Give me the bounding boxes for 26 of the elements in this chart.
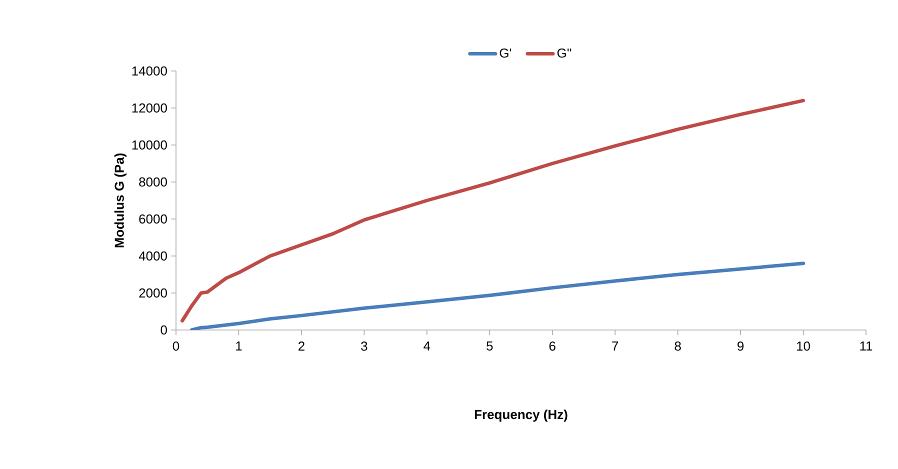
- y-axis-title: Modulus G (Pa): [114, 153, 126, 248]
- y-tick-label: 8000: [139, 177, 167, 187]
- y-tick-label: 2000: [139, 288, 167, 298]
- x-tick-label: 2: [298, 342, 304, 351]
- x-tick-label: 5: [486, 342, 493, 351]
- y-tick-label: 14000: [132, 66, 167, 76]
- y-tick-label: 10000: [132, 140, 167, 150]
- x-tick-label: 8: [674, 342, 681, 351]
- x-tick-label: 1: [236, 342, 242, 350]
- x-tick-label: 0: [172, 342, 180, 351]
- x-tick-label: 11: [860, 342, 872, 350]
- y-tick-label: 6000: [139, 214, 167, 224]
- x-tick-label: 9: [738, 342, 744, 351]
- x-tick-label: 6: [549, 342, 556, 351]
- y-tick-label: 4000: [138, 251, 167, 261]
- legend-label: G': [500, 48, 512, 58]
- x-tick-label: 7: [612, 342, 618, 350]
- x-tick-label: 3: [361, 342, 368, 351]
- line-series: [190, 262, 806, 330]
- x-tick-label: 4: [424, 342, 430, 350]
- line-series: [180, 98, 806, 322]
- legend-label: G'': [557, 48, 572, 58]
- y-tick-label: 0: [160, 325, 167, 335]
- x-axis-title: Frequency (Hz): [474, 410, 568, 422]
- x-tick-label: 10: [797, 342, 810, 351]
- y-tick-label: 12000: [132, 103, 167, 113]
